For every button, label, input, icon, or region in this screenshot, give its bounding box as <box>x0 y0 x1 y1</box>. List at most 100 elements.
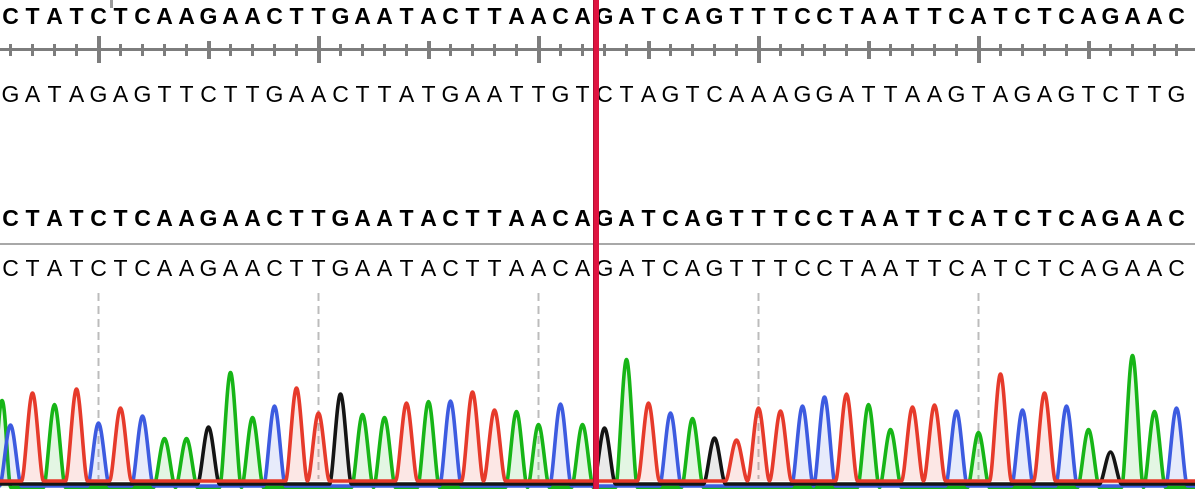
base-letter[interactable]: A <box>222 255 239 281</box>
base-letter[interactable]: A <box>1080 205 1097 231</box>
base-letter[interactable]: T <box>1037 255 1052 281</box>
base-letter[interactable]: T <box>223 81 238 107</box>
base-letter[interactable]: A <box>1146 205 1163 231</box>
base-letter[interactable]: C <box>266 205 283 231</box>
base-letter[interactable]: T <box>311 3 326 29</box>
base-letter[interactable]: C <box>442 205 459 231</box>
base-letter[interactable]: T <box>113 205 128 231</box>
base-letter[interactable]: T <box>751 255 766 281</box>
base-letter[interactable]: T <box>377 81 392 107</box>
base-letter[interactable]: G <box>815 81 834 107</box>
base-letter[interactable]: A <box>860 255 877 281</box>
base-letter[interactable]: G <box>661 81 680 107</box>
base-letter[interactable]: T <box>883 81 898 107</box>
base-letter[interactable]: A <box>860 3 877 29</box>
base-letter[interactable]: T <box>575 81 590 107</box>
base-letter[interactable]: T <box>399 205 414 231</box>
base-letter[interactable]: A <box>178 205 195 231</box>
base-letter[interactable]: T <box>289 255 304 281</box>
base-letter[interactable]: T <box>993 205 1008 231</box>
base-letter[interactable]: T <box>69 205 84 231</box>
base-letter[interactable]: C <box>1014 3 1031 29</box>
base-letter[interactable]: T <box>421 81 436 107</box>
base-letter[interactable]: A <box>244 255 261 281</box>
base-letter[interactable]: T <box>685 81 700 107</box>
base-letter[interactable]: A <box>420 255 437 281</box>
base-letter[interactable]: A <box>1124 205 1141 231</box>
base-letter[interactable]: T <box>25 3 40 29</box>
base-letter[interactable]: C <box>1168 3 1185 29</box>
base-letter[interactable]: T <box>993 3 1008 29</box>
base-letter[interactable]: G <box>1101 255 1120 281</box>
base-letter[interactable]: C <box>794 205 811 231</box>
base-letter[interactable]: C <box>552 205 569 231</box>
base-letter[interactable]: A <box>178 3 195 29</box>
base-letter[interactable]: T <box>993 255 1008 281</box>
base-letter[interactable]: T <box>289 205 304 231</box>
base-letter[interactable]: T <box>751 3 766 29</box>
base-letter[interactable]: C <box>1058 255 1075 281</box>
base-letter[interactable]: C <box>134 255 151 281</box>
base-letter[interactable]: C <box>134 205 151 231</box>
base-letter[interactable]: G <box>947 81 966 107</box>
base-letter[interactable]: G <box>705 3 724 29</box>
base-letter[interactable]: A <box>508 3 525 29</box>
base-letter[interactable]: T <box>157 81 172 107</box>
base-letter[interactable]: C <box>948 255 965 281</box>
base-letter[interactable]: T <box>487 3 502 29</box>
base-letter[interactable]: A <box>618 205 635 231</box>
base-letter[interactable]: G <box>331 205 350 231</box>
base-letter[interactable]: G <box>1057 81 1076 107</box>
base-letter[interactable]: A <box>970 205 987 231</box>
base-letter[interactable]: T <box>509 81 524 107</box>
base-letter[interactable]: C <box>948 205 965 231</box>
base-letter[interactable]: G <box>199 3 218 29</box>
base-letter[interactable]: C <box>1102 81 1119 107</box>
base-letter[interactable]: A <box>310 81 327 107</box>
base-letter[interactable]: A <box>992 81 1009 107</box>
base-letter[interactable]: T <box>927 3 942 29</box>
base-letter[interactable]: T <box>1125 81 1140 107</box>
base-letter[interactable]: G <box>199 205 218 231</box>
base-letter[interactable]: G <box>1101 205 1120 231</box>
base-letter[interactable]: A <box>530 205 547 231</box>
base-letter[interactable]: C <box>552 255 569 281</box>
base-letter[interactable]: A <box>156 205 173 231</box>
base-letter[interactable]: A <box>156 3 173 29</box>
base-letter[interactable]: T <box>861 81 876 107</box>
base-letter[interactable]: T <box>465 3 480 29</box>
base-letter[interactable]: C <box>2 205 19 231</box>
base-letter[interactable]: A <box>882 3 899 29</box>
base-letter[interactable]: A <box>618 3 635 29</box>
base-letter[interactable]: G <box>705 255 724 281</box>
base-letter[interactable]: A <box>728 81 745 107</box>
base-letter[interactable]: T <box>619 81 634 107</box>
base-letter[interactable]: T <box>179 81 194 107</box>
base-letter[interactable]: T <box>641 3 656 29</box>
base-letter[interactable]: C <box>662 3 679 29</box>
base-letter[interactable]: T <box>773 3 788 29</box>
base-letter[interactable]: T <box>69 3 84 29</box>
base-letter[interactable]: T <box>399 255 414 281</box>
base-letter[interactable]: A <box>926 81 943 107</box>
base-letter[interactable]: A <box>1124 3 1141 29</box>
base-letter[interactable]: G <box>265 81 284 107</box>
base-letter[interactable]: T <box>641 255 656 281</box>
base-letter[interactable]: G <box>331 255 350 281</box>
base-letter[interactable]: T <box>399 3 414 29</box>
base-letter[interactable]: T <box>905 205 920 231</box>
base-letter[interactable]: A <box>904 81 921 107</box>
base-letter[interactable]: G <box>1167 81 1186 107</box>
base-letter[interactable]: T <box>1037 3 1052 29</box>
base-letter[interactable]: A <box>574 3 591 29</box>
base-letter[interactable]: T <box>905 3 920 29</box>
base-letter[interactable]: C <box>2 3 19 29</box>
base-letter[interactable]: C <box>662 205 679 231</box>
base-letter[interactable]: A <box>882 205 899 231</box>
base-letter[interactable]: C <box>596 81 613 107</box>
base-letter[interactable]: C <box>1168 205 1185 231</box>
base-letter[interactable]: A <box>222 3 239 29</box>
base-letter[interactable]: A <box>46 3 63 29</box>
base-letter[interactable]: T <box>25 205 40 231</box>
